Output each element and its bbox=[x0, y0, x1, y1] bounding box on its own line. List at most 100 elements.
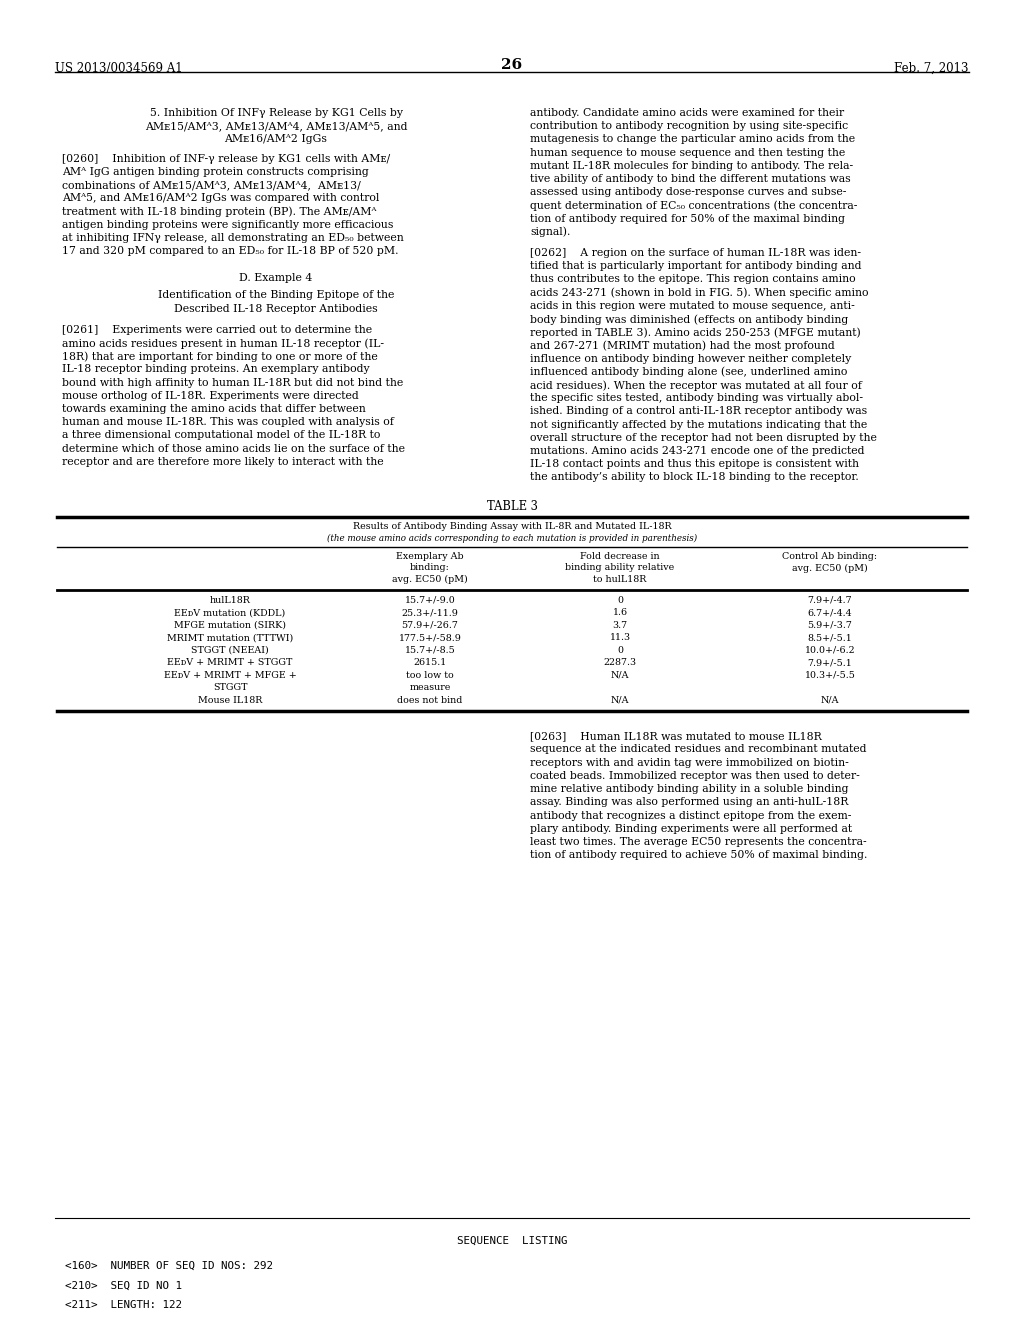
Text: acid residues). When the receptor was mutated at all four of: acid residues). When the receptor was mu… bbox=[530, 380, 862, 391]
Text: not significantly affected by the mutations indicating that the: not significantly affected by the mutati… bbox=[530, 420, 867, 429]
Text: hulL18R: hulL18R bbox=[210, 595, 251, 605]
Text: N/A: N/A bbox=[610, 696, 630, 705]
Text: 18R) that are important for binding to one or more of the: 18R) that are important for binding to o… bbox=[62, 351, 378, 362]
Text: N/A: N/A bbox=[821, 696, 840, 705]
Text: tion of antibody required to achieve 50% of maximal binding.: tion of antibody required to achieve 50%… bbox=[530, 850, 867, 861]
Text: Exemplary Ab: Exemplary Ab bbox=[396, 552, 464, 561]
Text: IL-18 contact points and thus this epitope is consistent with: IL-18 contact points and thus this epito… bbox=[530, 459, 859, 469]
Text: bound with high affinity to human IL-18R but did not bind the: bound with high affinity to human IL-18R… bbox=[62, 378, 403, 388]
Text: towards examining the amino acids that differ between: towards examining the amino acids that d… bbox=[62, 404, 366, 414]
Text: 15.7+/-9.0: 15.7+/-9.0 bbox=[404, 595, 456, 605]
Text: 2287.3: 2287.3 bbox=[603, 659, 637, 668]
Text: IL-18 receptor binding proteins. An exemplary antibody: IL-18 receptor binding proteins. An exem… bbox=[62, 364, 370, 375]
Text: treatment with IL-18 binding protein (BP). The AMᴇ/AMᴬ: treatment with IL-18 binding protein (BP… bbox=[62, 206, 377, 216]
Text: avg. EC50 (pM): avg. EC50 (pM) bbox=[793, 564, 868, 573]
Text: D. Example 4: D. Example 4 bbox=[240, 273, 312, 284]
Text: <210>  SEQ ID NO 1: <210> SEQ ID NO 1 bbox=[65, 1280, 182, 1291]
Text: assessed using antibody dose-response curves and subse-: assessed using antibody dose-response cu… bbox=[530, 187, 847, 197]
Text: combinations of AMᴇ15/AMᴬ3, AMᴇ13/AMᴬ4,  AMᴇ13/: combinations of AMᴇ15/AMᴬ3, AMᴇ13/AMᴬ4, … bbox=[62, 180, 360, 190]
Text: <211>  LENGTH: 122: <211> LENGTH: 122 bbox=[65, 1300, 182, 1309]
Text: binding:: binding: bbox=[410, 564, 450, 573]
Text: receptor and are therefore more likely to interact with the: receptor and are therefore more likely t… bbox=[62, 457, 384, 467]
Text: a three dimensional computational model of the IL-18R to: a three dimensional computational model … bbox=[62, 430, 380, 441]
Text: [0262]    A region on the surface of human IL-18R was iden-: [0262] A region on the surface of human … bbox=[530, 248, 861, 257]
Text: sequence at the indicated residues and recombinant mutated: sequence at the indicated residues and r… bbox=[530, 744, 866, 755]
Text: STGGT: STGGT bbox=[213, 684, 247, 692]
Text: Results of Antibody Binding Assay with IL-8R and Mutated IL-18R: Results of Antibody Binding Assay with I… bbox=[352, 521, 672, 531]
Text: signal).: signal). bbox=[530, 227, 570, 238]
Text: 2615.1: 2615.1 bbox=[414, 659, 446, 668]
Text: least two times. The average EC50 represents the concentra-: least two times. The average EC50 repres… bbox=[530, 837, 866, 847]
Text: mouse ortholog of IL-18R. Experiments were directed: mouse ortholog of IL-18R. Experiments we… bbox=[62, 391, 358, 401]
Text: AMᴇ15/AMᴬ3, AMᴇ13/AMᴬ4, AMᴇ13/AMᴬ5, and: AMᴇ15/AMᴬ3, AMᴇ13/AMᴬ4, AMᴇ13/AMᴬ5, and bbox=[144, 121, 408, 131]
Text: 10.3+/-5.5: 10.3+/-5.5 bbox=[805, 671, 855, 680]
Text: AMᴇ16/AMᴬ2 IgGs: AMᴇ16/AMᴬ2 IgGs bbox=[224, 135, 328, 144]
Text: 17 and 320 pM compared to an ED₅₀ for IL-18 BP of 520 pM.: 17 and 320 pM compared to an ED₅₀ for IL… bbox=[62, 246, 398, 256]
Text: antigen binding proteins were significantly more efficacious: antigen binding proteins were significan… bbox=[62, 219, 393, 230]
Text: 15.7+/-8.5: 15.7+/-8.5 bbox=[404, 645, 456, 655]
Text: influence on antibody binding however neither completely: influence on antibody binding however ne… bbox=[530, 354, 851, 363]
Text: plary antibody. Binding experiments were all performed at: plary antibody. Binding experiments were… bbox=[530, 824, 852, 834]
Text: [0261]    Experiments were carried out to determine the: [0261] Experiments were carried out to d… bbox=[62, 325, 372, 335]
Text: Identification of the Binding Epitope of the: Identification of the Binding Epitope of… bbox=[158, 290, 394, 301]
Text: human sequence to mouse sequence and then testing the: human sequence to mouse sequence and the… bbox=[530, 148, 845, 157]
Text: ished. Binding of a control anti-IL-18R receptor antibody was: ished. Binding of a control anti-IL-18R … bbox=[530, 407, 867, 416]
Text: assay. Binding was also performed using an anti-hulL-18R: assay. Binding was also performed using … bbox=[530, 797, 848, 808]
Text: [0263]    Human IL18R was mutated to mouse IL18R: [0263] Human IL18R was mutated to mouse … bbox=[530, 731, 821, 742]
Text: amino acids residues present in human IL-18 receptor (IL-: amino acids residues present in human IL… bbox=[62, 338, 384, 348]
Text: acids 243-271 (shown in bold in FIG. 5). When specific amino: acids 243-271 (shown in bold in FIG. 5).… bbox=[530, 288, 868, 298]
Text: contribution to antibody recognition by using site-specific: contribution to antibody recognition by … bbox=[530, 121, 848, 131]
Text: 7.9+/-4.7: 7.9+/-4.7 bbox=[808, 595, 852, 605]
Text: reported in TABLE 3). Amino acids 250-253 (MFGE mutant): reported in TABLE 3). Amino acids 250-25… bbox=[530, 327, 861, 338]
Text: 25.3+/-11.9: 25.3+/-11.9 bbox=[401, 609, 459, 618]
Text: SEQUENCE  LISTING: SEQUENCE LISTING bbox=[457, 1236, 567, 1246]
Text: US 2013/0034569 A1: US 2013/0034569 A1 bbox=[55, 62, 182, 75]
Text: 3.7: 3.7 bbox=[612, 620, 628, 630]
Text: human and mouse IL-18R. This was coupled with analysis of: human and mouse IL-18R. This was coupled… bbox=[62, 417, 394, 428]
Text: at inhibiting IFNγ release, all demonstrating an ED₅₀ between: at inhibiting IFNγ release, all demonstr… bbox=[62, 232, 403, 243]
Text: too low to: too low to bbox=[407, 671, 454, 680]
Text: 26: 26 bbox=[502, 58, 522, 73]
Text: 5.9+/-3.7: 5.9+/-3.7 bbox=[808, 620, 852, 630]
Text: EEᴅV mutation (KDDL): EEᴅV mutation (KDDL) bbox=[174, 609, 286, 618]
Text: 8.5+/-5.1: 8.5+/-5.1 bbox=[808, 634, 852, 643]
Text: 6.7+/-4.4: 6.7+/-4.4 bbox=[808, 609, 852, 618]
Text: MRIMT mutation (TTTWI): MRIMT mutation (TTTWI) bbox=[167, 634, 293, 643]
Text: 11.3: 11.3 bbox=[609, 634, 631, 643]
Text: antibody that recognizes a distinct epitope from the exem-: antibody that recognizes a distinct epit… bbox=[530, 810, 851, 821]
Text: the antibody’s ability to block IL-18 binding to the receptor.: the antibody’s ability to block IL-18 bi… bbox=[530, 473, 859, 482]
Text: 0: 0 bbox=[617, 595, 623, 605]
Text: receptors with and avidin tag were immobilized on biotin-: receptors with and avidin tag were immob… bbox=[530, 758, 849, 768]
Text: body binding was diminished (effects on antibody binding: body binding was diminished (effects on … bbox=[530, 314, 848, 325]
Text: 5. Inhibition Of INFγ Release by KG1 Cells by: 5. Inhibition Of INFγ Release by KG1 Cel… bbox=[150, 108, 402, 117]
Text: [0260]    Inhibition of INF-γ release by KG1 cells with AMᴇ/: [0260] Inhibition of INF-γ release by KG… bbox=[62, 153, 390, 164]
Text: <160>  NUMBER OF SEQ ID NOS: 292: <160> NUMBER OF SEQ ID NOS: 292 bbox=[65, 1261, 273, 1271]
Text: measure: measure bbox=[410, 684, 451, 692]
Text: and 267-271 (MRIMT mutation) had the most profound: and 267-271 (MRIMT mutation) had the mos… bbox=[530, 341, 835, 351]
Text: (the mouse amino acids corresponding to each mutation is provided in parenthesis: (the mouse amino acids corresponding to … bbox=[327, 535, 697, 543]
Text: 7.9+/-5.1: 7.9+/-5.1 bbox=[808, 659, 852, 668]
Text: coated beads. Immobilized receptor was then used to deter-: coated beads. Immobilized receptor was t… bbox=[530, 771, 860, 781]
Text: the specific sites tested, antibody binding was virtually abol-: the specific sites tested, antibody bind… bbox=[530, 393, 863, 403]
Text: TABLE 3: TABLE 3 bbox=[486, 499, 538, 512]
Text: avg. EC50 (pM): avg. EC50 (pM) bbox=[392, 574, 468, 583]
Text: EEᴅV + MRIMT + STGGT: EEᴅV + MRIMT + STGGT bbox=[167, 659, 293, 668]
Text: does not bind: does not bind bbox=[397, 696, 463, 705]
Text: mutant IL-18R molecules for binding to antibody. The rela-: mutant IL-18R molecules for binding to a… bbox=[530, 161, 853, 170]
Text: MFGE mutation (SIRK): MFGE mutation (SIRK) bbox=[174, 620, 286, 630]
Text: to hulL18R: to hulL18R bbox=[593, 574, 647, 583]
Text: 177.5+/-58.9: 177.5+/-58.9 bbox=[398, 634, 462, 643]
Text: tive ability of antibody to bind the different mutations was: tive ability of antibody to bind the dif… bbox=[530, 174, 851, 183]
Text: mutations. Amino acids 243-271 encode one of the predicted: mutations. Amino acids 243-271 encode on… bbox=[530, 446, 864, 455]
Text: Mouse IL18R: Mouse IL18R bbox=[198, 696, 262, 705]
Text: AMᴬ IgG antigen binding protein constructs comprising: AMᴬ IgG antigen binding protein construc… bbox=[62, 166, 369, 177]
Text: thus contributes to the epitope. This region contains amino: thus contributes to the epitope. This re… bbox=[530, 275, 856, 284]
Text: quent determination of EC₅₀ concentrations (the concentra-: quent determination of EC₅₀ concentratio… bbox=[530, 201, 857, 211]
Text: Control Ab binding:: Control Ab binding: bbox=[782, 552, 878, 561]
Text: Fold decrease in: Fold decrease in bbox=[581, 552, 659, 561]
Text: mutagenesis to change the particular amino acids from the: mutagenesis to change the particular ami… bbox=[530, 135, 855, 144]
Text: mine relative antibody binding ability in a soluble binding: mine relative antibody binding ability i… bbox=[530, 784, 849, 795]
Text: 1.6: 1.6 bbox=[612, 609, 628, 618]
Text: STGGT (NEEAI): STGGT (NEEAI) bbox=[191, 645, 269, 655]
Text: EEᴅV + MRIMT + MFGE +: EEᴅV + MRIMT + MFGE + bbox=[164, 671, 296, 680]
